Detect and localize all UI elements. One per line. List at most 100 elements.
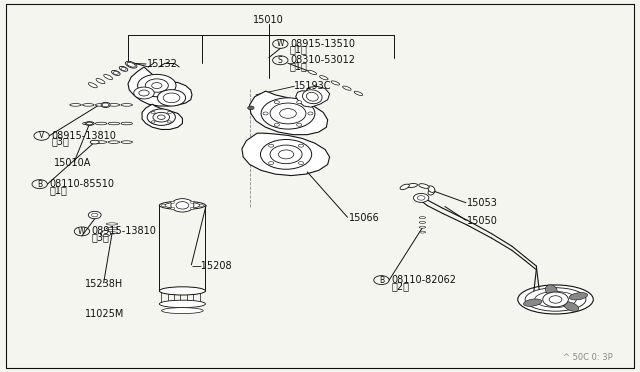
Ellipse shape [161, 308, 204, 314]
Polygon shape [250, 91, 328, 135]
Ellipse shape [95, 122, 107, 125]
Text: B: B [37, 180, 42, 189]
Text: W: W [276, 39, 284, 48]
Ellipse shape [108, 141, 120, 144]
Text: 15066: 15066 [349, 214, 380, 223]
Circle shape [138, 74, 176, 97]
Text: B: B [379, 276, 384, 285]
Circle shape [163, 93, 180, 103]
Ellipse shape [564, 302, 579, 311]
Ellipse shape [400, 184, 410, 190]
Text: 08915-13510: 08915-13510 [290, 39, 355, 49]
Circle shape [298, 161, 303, 164]
Circle shape [151, 121, 155, 123]
Text: 15132: 15132 [147, 59, 178, 69]
Circle shape [168, 121, 172, 123]
Circle shape [190, 207, 194, 209]
Circle shape [190, 201, 194, 203]
Ellipse shape [569, 293, 588, 300]
Ellipse shape [308, 70, 317, 75]
Text: 15010: 15010 [253, 16, 284, 25]
Ellipse shape [428, 186, 435, 192]
Circle shape [157, 115, 165, 119]
Circle shape [413, 193, 429, 202]
Ellipse shape [83, 104, 94, 106]
Ellipse shape [303, 90, 322, 104]
Text: 08310-53012: 08310-53012 [290, 55, 355, 65]
Ellipse shape [406, 183, 417, 187]
Ellipse shape [342, 86, 351, 90]
Ellipse shape [86, 122, 93, 125]
Text: 11025M: 11025M [84, 309, 124, 318]
Circle shape [297, 101, 302, 104]
Ellipse shape [159, 287, 205, 295]
Ellipse shape [159, 201, 205, 209]
Circle shape [297, 123, 302, 126]
Ellipse shape [111, 70, 120, 76]
Circle shape [298, 144, 303, 147]
Text: 15238H: 15238H [84, 279, 123, 289]
Ellipse shape [106, 232, 118, 234]
Circle shape [88, 211, 101, 219]
Ellipse shape [419, 217, 426, 219]
Ellipse shape [419, 226, 426, 228]
Ellipse shape [83, 122, 94, 125]
Circle shape [121, 67, 126, 70]
Circle shape [100, 231, 111, 237]
Circle shape [153, 112, 170, 122]
Ellipse shape [545, 285, 557, 296]
Circle shape [269, 144, 274, 147]
Ellipse shape [108, 122, 120, 125]
Circle shape [278, 150, 294, 159]
Circle shape [176, 202, 189, 209]
Ellipse shape [165, 202, 200, 209]
Ellipse shape [121, 122, 132, 125]
Polygon shape [128, 67, 192, 106]
Ellipse shape [96, 78, 105, 84]
Text: V: V [39, 131, 44, 140]
Ellipse shape [307, 92, 318, 101]
Ellipse shape [85, 122, 94, 125]
Circle shape [417, 196, 425, 200]
Ellipse shape [90, 140, 99, 144]
Circle shape [92, 213, 98, 217]
Text: （3）: （3） [51, 137, 69, 146]
Text: 15050: 15050 [467, 217, 498, 226]
Circle shape [102, 103, 109, 107]
Polygon shape [142, 104, 182, 129]
Circle shape [171, 201, 175, 203]
Ellipse shape [121, 104, 132, 106]
Ellipse shape [535, 292, 576, 307]
Text: W: W [78, 227, 86, 236]
Text: 15193C: 15193C [294, 81, 332, 91]
Circle shape [171, 199, 194, 212]
Polygon shape [242, 133, 330, 176]
Circle shape [261, 98, 315, 129]
Circle shape [151, 111, 155, 113]
Text: （1）: （1） [290, 44, 308, 54]
Circle shape [134, 87, 154, 99]
Circle shape [270, 103, 306, 124]
Text: 08915-13810: 08915-13810 [51, 131, 116, 141]
Ellipse shape [524, 299, 542, 306]
Circle shape [171, 207, 175, 209]
Text: 15010A: 15010A [54, 158, 92, 167]
Ellipse shape [88, 83, 97, 88]
Circle shape [543, 292, 568, 307]
Ellipse shape [101, 102, 110, 108]
Circle shape [269, 161, 274, 164]
Ellipse shape [331, 81, 340, 85]
Ellipse shape [127, 62, 135, 67]
Circle shape [549, 296, 562, 303]
Ellipse shape [518, 285, 593, 314]
Ellipse shape [119, 66, 128, 71]
Text: （2）: （2） [391, 281, 409, 291]
Text: 08110-82062: 08110-82062 [391, 275, 456, 285]
Circle shape [260, 140, 312, 169]
Ellipse shape [95, 104, 107, 106]
Circle shape [280, 109, 296, 118]
Circle shape [145, 79, 168, 92]
Circle shape [157, 90, 186, 106]
Ellipse shape [419, 184, 429, 188]
Circle shape [161, 204, 165, 206]
